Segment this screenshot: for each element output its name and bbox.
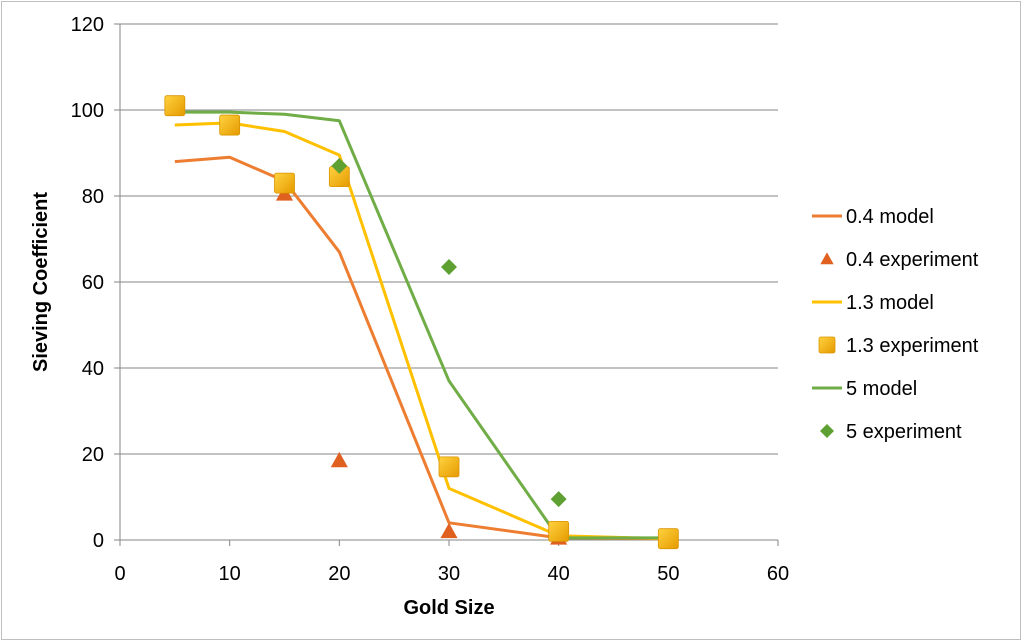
y-axis-ticks: 0 20 40 60 80 100 120 (71, 14, 120, 552)
legend-label: 0.4 experiment (846, 249, 979, 271)
y-tick-label: 100 (71, 100, 104, 122)
x-tick-label: 20 (328, 563, 350, 585)
series-line (174, 121, 669, 541)
x-axis-ticks: 0 10 20 30 40 50 60 (114, 540, 789, 585)
y-tick-label: 80 (82, 186, 104, 208)
y-tick-label: 0 (93, 530, 104, 552)
y-tick-label: 60 (82, 272, 104, 294)
y-axis-title: Sieving Coefficient (30, 192, 52, 372)
data-point (219, 114, 241, 136)
y-tick-label: 20 (82, 444, 104, 466)
series-line (174, 155, 669, 541)
legend-label: 1.3 experiment (846, 335, 979, 357)
legend-label: 1.3 model (846, 292, 934, 314)
series-line (174, 110, 669, 540)
x-tick-label: 60 (767, 563, 789, 585)
legend-swatch (820, 424, 834, 438)
data-point (441, 258, 457, 275)
data-point (657, 528, 679, 550)
data-point (164, 95, 186, 117)
legend-label: 0.4 model (846, 206, 934, 228)
data-point (330, 451, 348, 468)
y-tick-label: 120 (71, 14, 104, 36)
gridlines (120, 23, 778, 455)
legend-label: 5 model (846, 378, 917, 400)
legend-label: 5 experiment (846, 421, 962, 443)
data-point (550, 491, 567, 508)
data-point (440, 522, 458, 539)
x-tick-label: 40 (548, 563, 570, 585)
data-point (438, 456, 460, 478)
legend-swatch (820, 252, 834, 265)
data-point (331, 157, 348, 174)
x-tick-label: 30 (438, 563, 460, 585)
series-layer (164, 95, 679, 550)
y-tick-label: 40 (82, 358, 104, 380)
legend: 0.4 model 0.4 experiment 1.3 model 1.3 expe… (812, 206, 979, 443)
x-tick-label: 0 (114, 563, 125, 585)
x-tick-label: 10 (219, 563, 241, 585)
x-tick-label: 50 (657, 563, 679, 585)
data-point (548, 521, 570, 542)
data-point (274, 172, 295, 194)
legend-swatch (818, 336, 836, 354)
x-axis-title: Gold Size (403, 597, 494, 619)
